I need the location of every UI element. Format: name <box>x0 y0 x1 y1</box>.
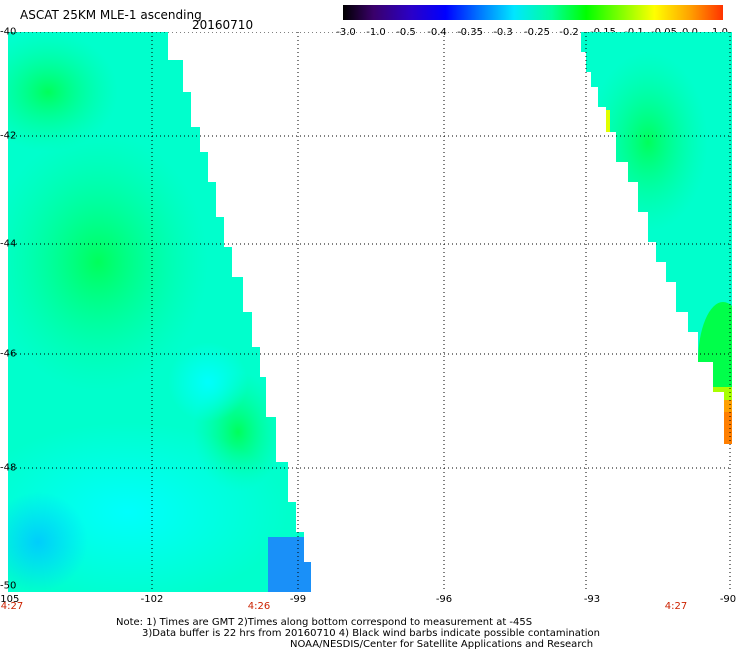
lon-label: -90 <box>719 594 737 605</box>
lat-label: -46 <box>0 348 17 360</box>
left-swath <box>8 32 311 592</box>
scale-tick-label: -0.5 <box>396 27 416 38</box>
time-label-right: 4:27 <box>664 601 688 612</box>
note-line-2: 3)Data buffer is 22 hrs from 20160710 4)… <box>142 628 600 639</box>
map-date: 20160710 <box>192 18 254 32</box>
note-line-1: Note: 1) Times are GMT 2)Times along bot… <box>116 617 533 628</box>
note-line-3: NOAA/NESDIS/Center for Satellite Applica… <box>290 639 594 650</box>
time-label-mid: 4:26 <box>247 601 271 612</box>
map-title: ASCAT 25KM MLE-1 ascending <box>20 8 202 22</box>
lon-label: -105 <box>0 594 20 605</box>
lon-label: -93 <box>583 594 601 605</box>
map-plot <box>8 32 732 592</box>
graticule <box>8 32 732 592</box>
lat-label: -50 <box>0 580 17 592</box>
scale-tick-label: -0.3 <box>493 27 513 38</box>
scale-tick-label: -3.0 <box>336 27 356 38</box>
lat-label: -40 <box>0 26 17 38</box>
lat-label: -48 <box>0 462 17 474</box>
time-label-left: 4:27 <box>0 601 24 612</box>
lat-label: -42 <box>0 130 17 142</box>
color-scale-bar <box>343 5 723 20</box>
lon-label: -96 <box>435 594 453 605</box>
lon-label: -99 <box>289 594 307 605</box>
lon-label: -102 <box>140 594 164 605</box>
right-swath <box>581 32 732 444</box>
scale-tick-label: -0.35 <box>457 27 483 38</box>
lat-label: -44 <box>0 238 17 250</box>
